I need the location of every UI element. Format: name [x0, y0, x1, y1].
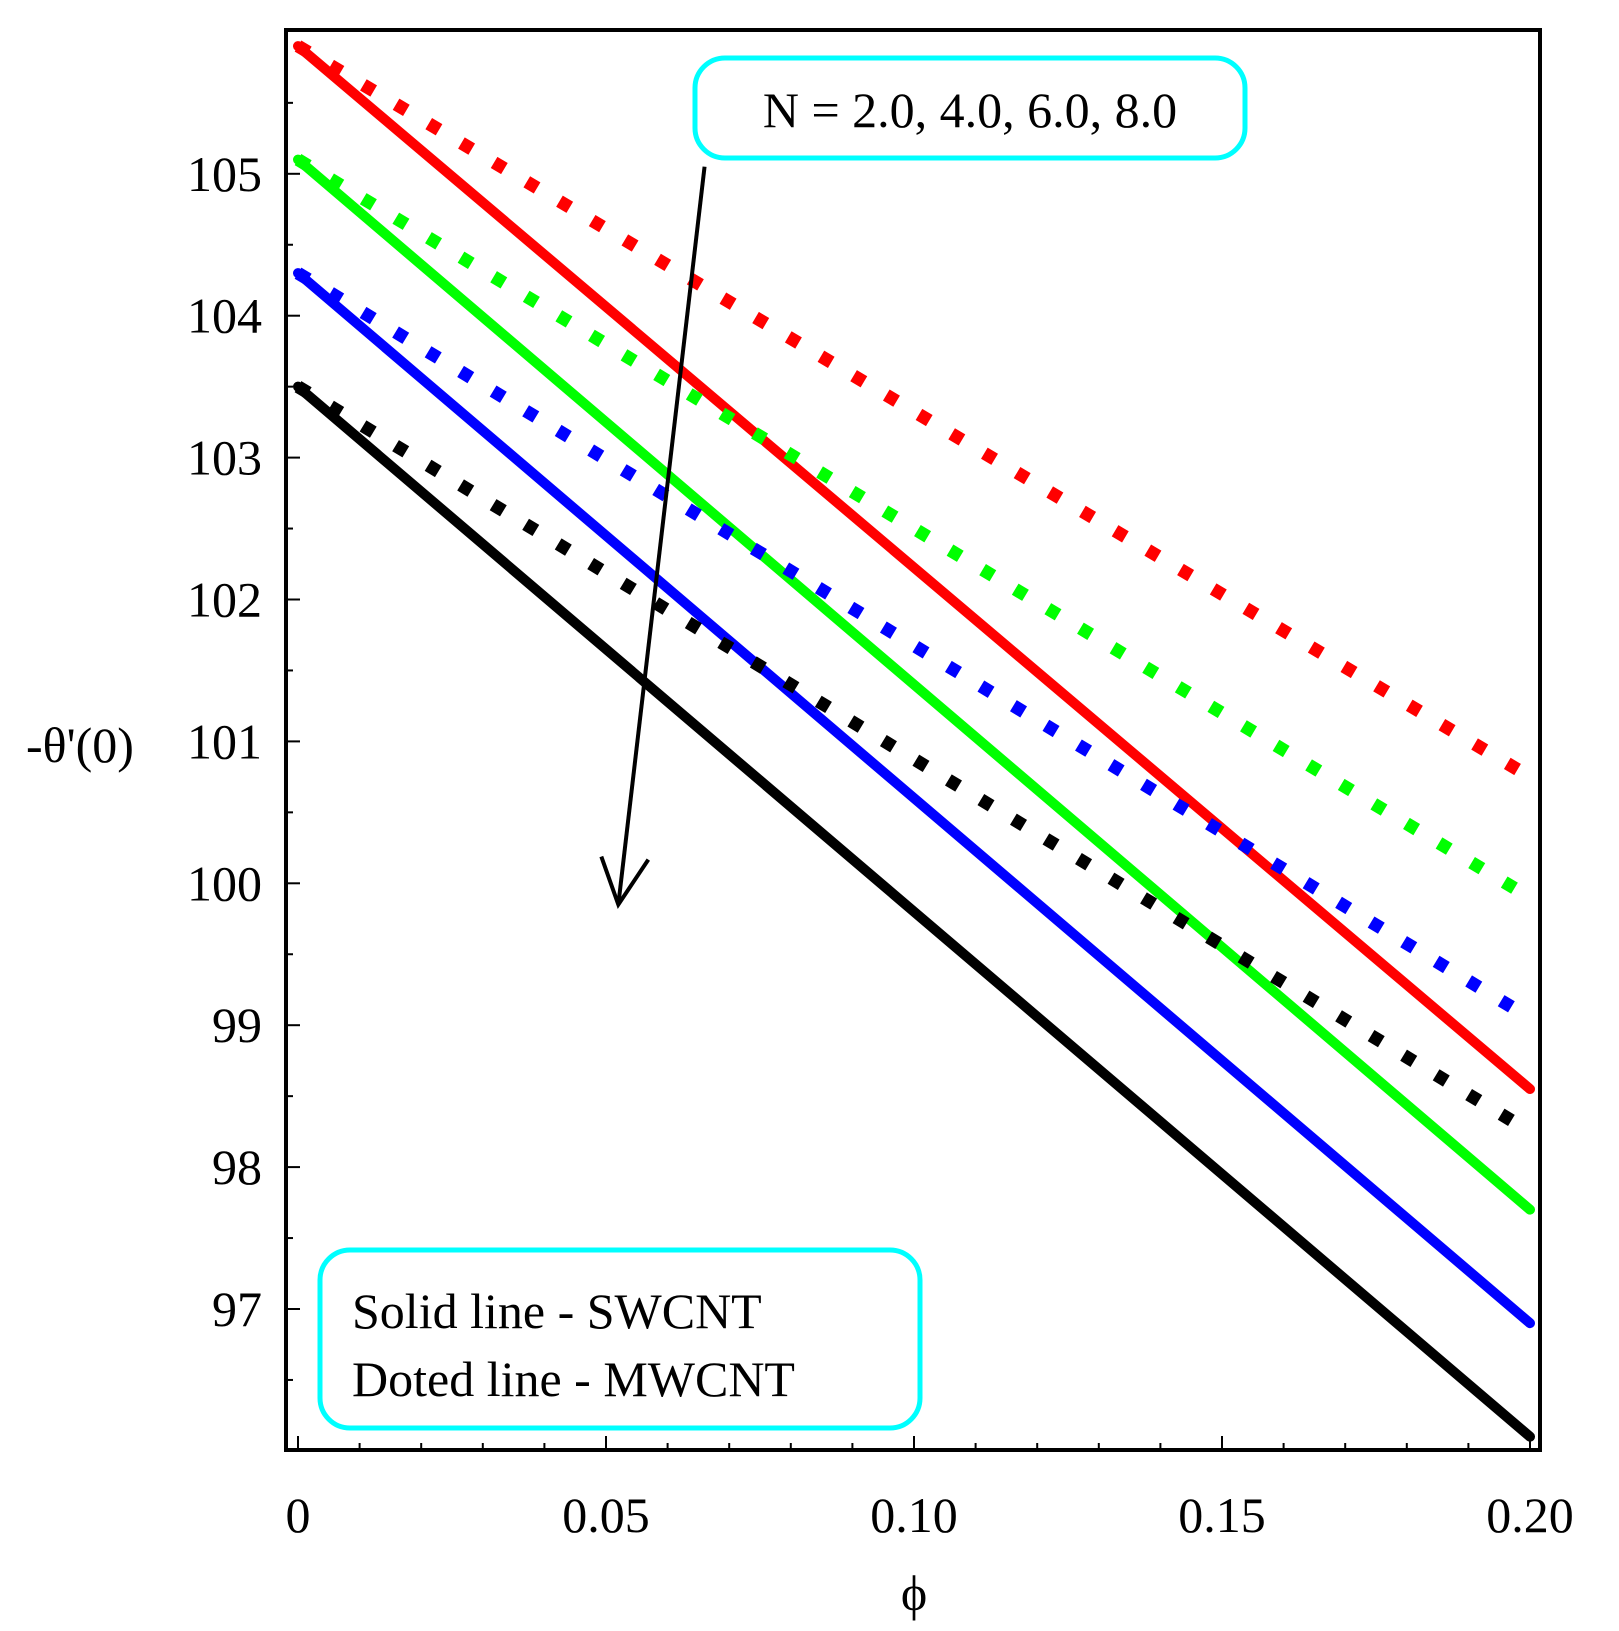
- legend-box: [317, 1247, 923, 1431]
- series-line-mwcnt-2: [294, 154, 1534, 904]
- series-line-swcnt-2: [293, 154, 1535, 1215]
- y-tick-label: 101: [187, 713, 262, 769]
- y-tick-label: 97: [212, 1281, 262, 1337]
- legend-solid-line-text: Solid line - SWCNT: [352, 1283, 762, 1339]
- line-style-legend: Solid line - SWCNT Doted line - MWCNT: [317, 1247, 923, 1431]
- y-tick-label: 99: [212, 997, 262, 1053]
- y-tick-label: 98: [212, 1139, 262, 1195]
- arrow-head-icon: [599, 855, 650, 910]
- series-line-mwcnt-4: [294, 381, 1534, 1138]
- y-tick-label: 100: [187, 855, 262, 911]
- n-values-box: [692, 55, 1248, 161]
- series-line-mwcnt-3: [294, 267, 1534, 1024]
- x-tick-label: 0.20: [1486, 1487, 1574, 1543]
- n-values-text: N = 2.0, 4.0, 6.0, 8.0: [763, 82, 1177, 138]
- n-values-annotation: N = 2.0, 4.0, 6.0, 8.0: [692, 55, 1248, 161]
- y-tick-label: 102: [187, 572, 262, 628]
- series-layer: [293, 40, 1535, 1442]
- y-tick-label: 104: [187, 288, 262, 344]
- arrow-shaft: [616, 166, 707, 905]
- y-axis-label: -θ'(0): [26, 717, 134, 773]
- tick-layer: 97 98 99 100 101 102 103 104 105 0 0.05 0.10 0.15 0.2…: [187, 101, 1574, 1543]
- x-tick-label: 0.15: [1178, 1487, 1266, 1543]
- y-tick-label: 105: [187, 146, 262, 202]
- plot-frame: [284, 28, 1542, 1452]
- legend-dotted-line-text: Doted line - MWCNT: [352, 1351, 795, 1407]
- x-tick-label: 0: [286, 1487, 311, 1543]
- x-axis-label: ϕ: [901, 1565, 927, 1621]
- direction-arrow: [599, 166, 707, 910]
- x-tick-label: 0.05: [562, 1487, 650, 1543]
- y-tick-label: 103: [187, 430, 262, 486]
- series-line-swcnt-3: [293, 268, 1535, 1329]
- series-line-swcnt-1: [293, 41, 1535, 1095]
- x-tick-label: 0.10: [870, 1487, 958, 1543]
- series-line-swcnt-4: [293, 381, 1535, 1442]
- series-line-mwcnt-1: [294, 40, 1534, 783]
